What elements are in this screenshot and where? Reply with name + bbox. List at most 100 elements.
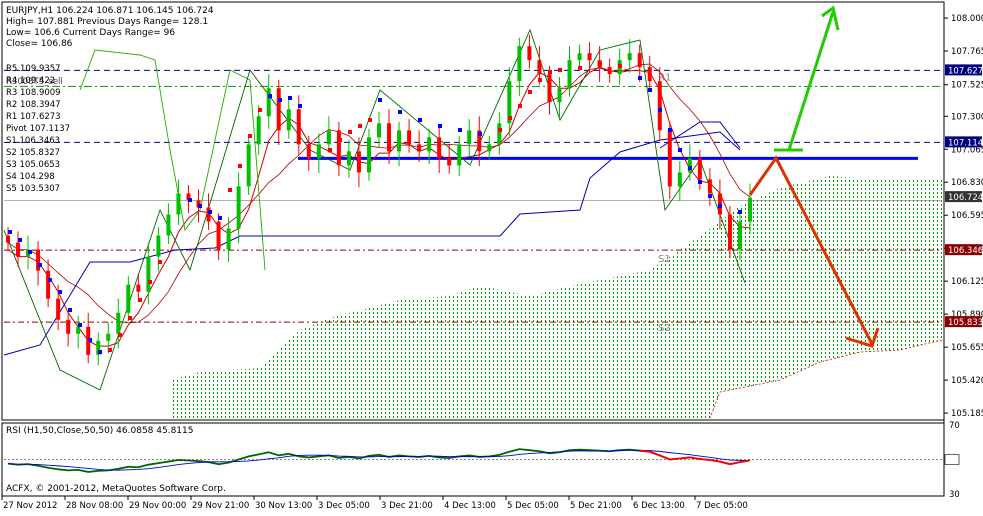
time-tick-label: 27 Nov 2012 [3,501,57,511]
candle-body [286,109,291,131]
candle-body [216,221,221,250]
copyright-text: ACFX, © 2001-2012, MetaQuotes Software C… [6,484,226,494]
candle-body [497,123,502,145]
trend-dot-up [228,188,232,192]
price-tick-label: 106.830 [951,178,983,188]
candle-body [196,200,201,208]
price-label-box [945,136,982,148]
price-label: 105.833 [948,318,983,328]
candle-body [467,130,472,145]
price-tick-label: 106.595 [951,211,983,221]
symbol-line: EURJPY,H1 106.224 106.871 106.145 106.72… [6,6,214,16]
candle-body [567,60,572,89]
pivot-entry: S1 106.3463 [6,136,60,146]
time-tick-label: 28 Nov 08:00 [66,501,123,511]
trend-dot-up [258,108,262,112]
candle-body [647,67,652,82]
candle-body [316,144,321,159]
price-tick-label: 107.300 [951,112,983,122]
pivot-entry: R2 108.3947 [6,100,61,110]
price-label-box [945,316,982,328]
pivot-entry: S4 104.298 [6,172,55,182]
ichimoku-cloud [170,176,943,419]
price-label-box [945,64,982,76]
trend-dot-down [678,148,682,152]
trend-dot-down [738,210,742,214]
candle-body [717,193,722,215]
price-tick-label: 107.765 [951,47,983,57]
candle-body [176,193,181,215]
trend-dot-up [128,316,132,320]
candle-body [427,137,432,152]
candle-body [206,207,211,222]
trend-dot-down [398,110,402,114]
pivot-entry: S3 105.0653 [6,160,60,170]
candle-body [366,137,371,173]
candle-body [527,46,532,61]
candle-body [507,81,512,124]
time-tick-label: 4 Dec 13:00 [444,501,496,511]
down-arrow-shaft [748,155,874,345]
rsi-tick-label: 70 [949,421,960,431]
time-tick-label: 5 Dec 05:00 [507,501,559,511]
trend-dot-down [668,128,672,132]
trend-dot-down [38,263,42,267]
trend-dot-up [338,138,342,142]
pivot-entry: R5 109.9357 [6,64,61,74]
level-label-s2: S2 [658,323,671,334]
trend-dot-down [418,118,422,122]
time-tick-label: 30 Nov 13:00 [255,501,312,511]
candle-body [76,326,81,334]
up-arrow-shaft [787,11,835,151]
pivot-levels-box: R5 109.9357 R4 109.422 R3 108.9009 R2 108.3… [6,64,70,194]
candle-body [577,53,582,61]
price-label-box [945,244,982,256]
trend-dot-down [478,132,482,136]
trend-dot-up [328,148,332,152]
candle-body [627,53,632,61]
candle-body [667,130,672,187]
rsi-indicator: 705030 [4,421,960,500]
candle-body [517,46,522,82]
trend-dot-up [538,78,542,82]
pivot-entry: S5 103.5307 [6,184,60,194]
high-line: High= 107.881 Previous Days Range= 128.1 [6,17,208,27]
candle-body [66,319,71,334]
candle-body [547,74,552,103]
trend-dot-up [548,70,552,74]
price-tick-label: 107.525 [951,81,983,91]
rsi-tick-label: 30 [949,490,960,500]
candle-body [246,144,251,187]
trend-dot-up [528,90,532,94]
price-tick-label: 105.420 [951,376,983,386]
candle-body [306,144,311,159]
candle-body [387,123,392,152]
price-label: 107.627 [948,66,983,76]
overlap-label: R3008T5_sell [6,77,63,87]
trend-dot-down [638,76,642,80]
trend-dot-up [578,66,582,70]
candle-body [487,144,492,152]
candle-body [737,221,742,250]
candle-body [477,130,482,152]
trend-dot-down [208,210,212,214]
time-tick-label: 7 Dec 05:00 [696,501,748,511]
candle-body [336,130,341,166]
candle-body [637,53,642,68]
trend-dot-down [698,180,702,184]
rsi-signal-line [7,449,751,471]
trend-dot-up [138,298,142,302]
trend-dot-down [648,88,652,92]
candle-body [417,144,422,152]
candle-body [727,214,732,250]
trend-dot-down [188,198,192,202]
level-label-r1: R1 [658,72,671,83]
trend-dot-down [288,96,292,100]
price-tick-label: 108.000 [951,14,983,24]
trend-dot-up [618,64,622,68]
moving-average-line [7,66,751,347]
candle-body [6,235,10,243]
trend-dot-down [278,98,282,102]
